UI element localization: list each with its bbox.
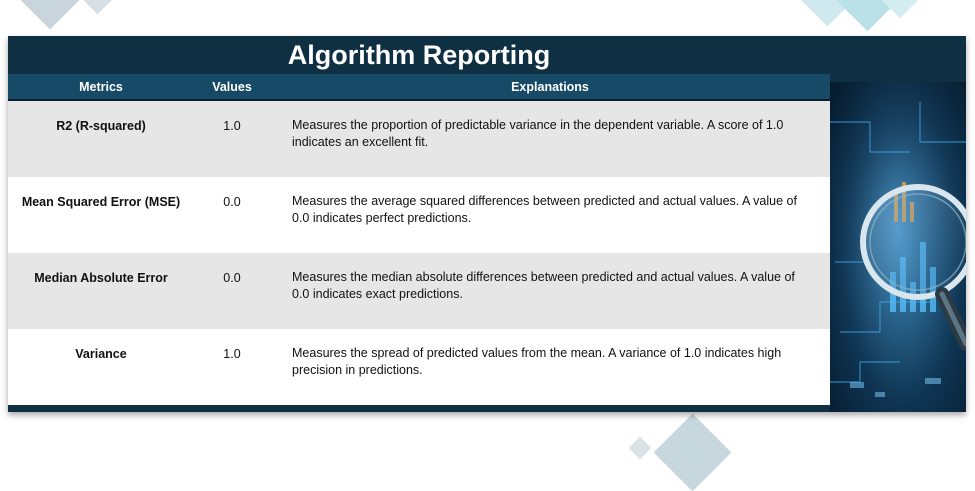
table-row: Median Absolute Error 0.0 Measures the m… [8,253,830,329]
decor-diamond [628,436,652,460]
explanation-cell: Measures the average squared differences… [270,177,830,253]
metric-explanation: Measures the proportion of predictable v… [292,118,784,149]
table-row: R2 (R-squared) 1.0 Measures the proporti… [8,100,830,177]
metrics-table: Metrics Values Explanations R2 (R-square… [8,74,830,405]
metric-cell: R2 (R-squared) [8,100,194,177]
metric-explanation: Measures the average squared differences… [292,194,797,225]
value-cell: 0.0 [194,177,270,253]
metric-value: 0.0 [223,270,241,285]
metric-explanation: Measures the median absolute differences… [292,270,795,301]
explanation-cell: Measures the proportion of predictable v… [270,100,830,177]
value-cell: 1.0 [194,100,270,177]
metric-name: Variance [75,346,127,361]
explanation-cell: Measures the median absolute differences… [270,253,830,329]
report-slide: Algorithm Reporting Metrics Values Expla… [8,36,966,412]
header-values: Values [194,74,270,101]
explanation-cell: Measures the spread of predicted values … [270,329,830,405]
decor-diamond [0,0,100,30]
table-row: Variance 1.0 Measures the spread of pred… [8,329,830,405]
metric-cell: Mean Squared Error (MSE) [8,177,194,253]
table-header-row: Metrics Values Explanations [8,74,830,101]
value-cell: 1.0 [194,329,270,405]
metric-name: Mean Squared Error (MSE) [21,194,181,209]
header-metrics: Metrics [8,74,194,101]
metric-name: R2 (R-squared) [56,118,146,133]
slide-title: Algorithm Reporting [287,39,551,70]
value-cell: 0.0 [194,253,270,329]
metric-value: 1.0 [223,346,241,361]
metric-cell: Median Absolute Error [8,253,194,329]
header-explanations: Explanations [270,74,830,101]
table-row: Mean Squared Error (MSE) 0.0 Measures th… [8,177,830,253]
metric-value: 0.0 [223,194,241,209]
metric-value: 1.0 [223,118,241,133]
metric-explanation: Measures the spread of predicted values … [292,346,782,377]
metric-cell: Variance [8,329,194,405]
metric-name: Median Absolute Error [34,270,168,285]
magnifying-glass-data-icon [830,82,966,412]
decor-diamond [653,413,732,491]
